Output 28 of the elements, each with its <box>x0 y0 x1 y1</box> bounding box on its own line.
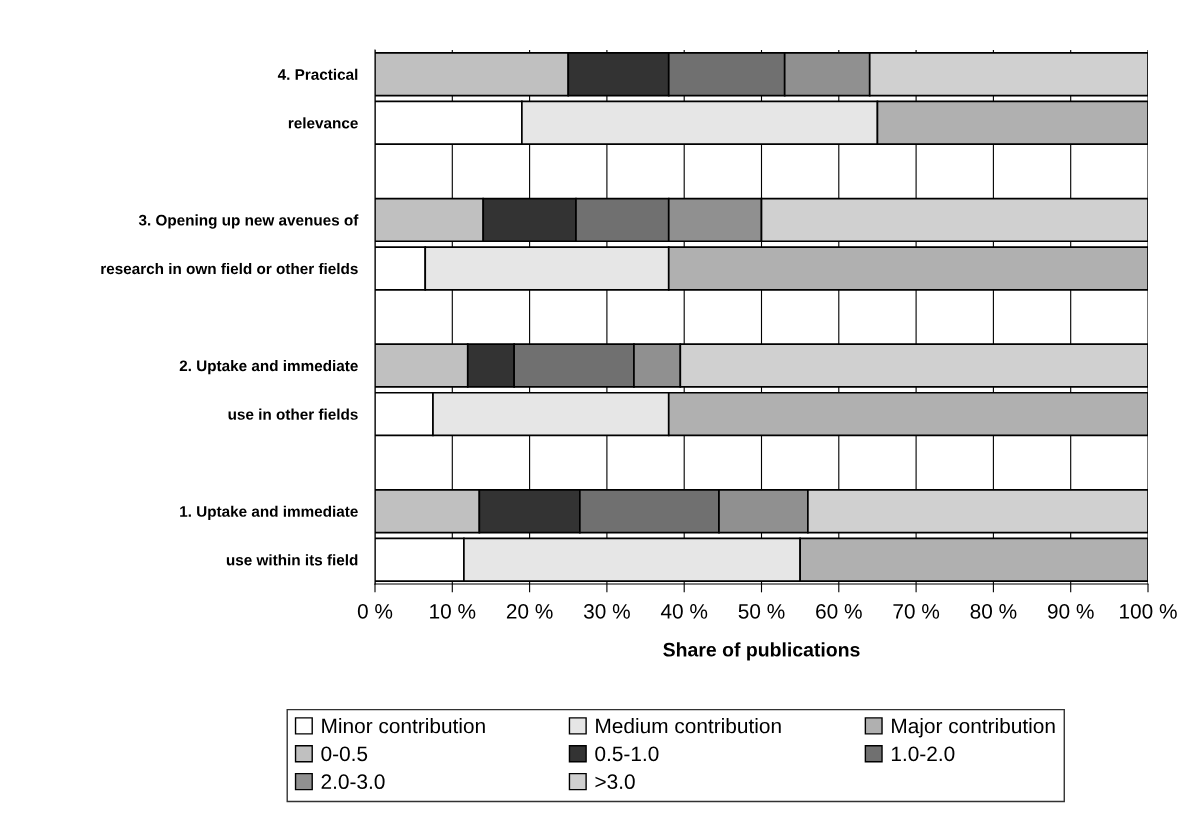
legend-label: 2.0-3.0 <box>321 774 385 790</box>
y-tick-label: use within its field <box>226 554 358 566</box>
legend-label: 0.5-1.0 <box>595 746 659 762</box>
x-tick-label: 90 % <box>1047 603 1094 619</box>
y-tick-label: research in own field or other fields <box>101 262 358 275</box>
y-tick-label: 4. Practical <box>277 68 358 80</box>
y-tick-label: 2. Uptake and immediate <box>179 360 358 375</box>
legend-label: >3.0 <box>595 774 635 790</box>
x-tick-label: 50 % <box>738 603 785 619</box>
x-tick-label: 60 % <box>816 603 862 619</box>
y-tick-label: 3. Opening up new avenues of <box>138 214 359 229</box>
y-tick-label: 1. Uptake and immediate <box>180 505 358 520</box>
y-tick-label: relevance <box>288 117 358 129</box>
x-tick-label: 40 % <box>660 603 708 619</box>
legend-label: 0-0.5 <box>321 746 368 762</box>
x-axis-title: Share of publications <box>663 642 860 661</box>
x-tick-label: 20 % <box>506 603 553 619</box>
x-tick-label: 0 % <box>357 603 393 619</box>
x-tick-label: 30 % <box>583 603 630 619</box>
legend-label: Minor contribution <box>322 718 485 734</box>
y-tick-label: use in other fields <box>228 408 358 420</box>
legend-label: Medium contribution <box>596 718 781 734</box>
legend-label: Major contribution <box>892 718 1055 738</box>
legend-label: 1.0-2.0 <box>891 746 955 762</box>
x-tick-label: 100 % <box>1120 603 1177 619</box>
x-tick-label: 10 % <box>430 603 476 619</box>
x-tick-label: 70 % <box>893 603 940 619</box>
x-tick-label: 80 % <box>970 603 1017 619</box>
